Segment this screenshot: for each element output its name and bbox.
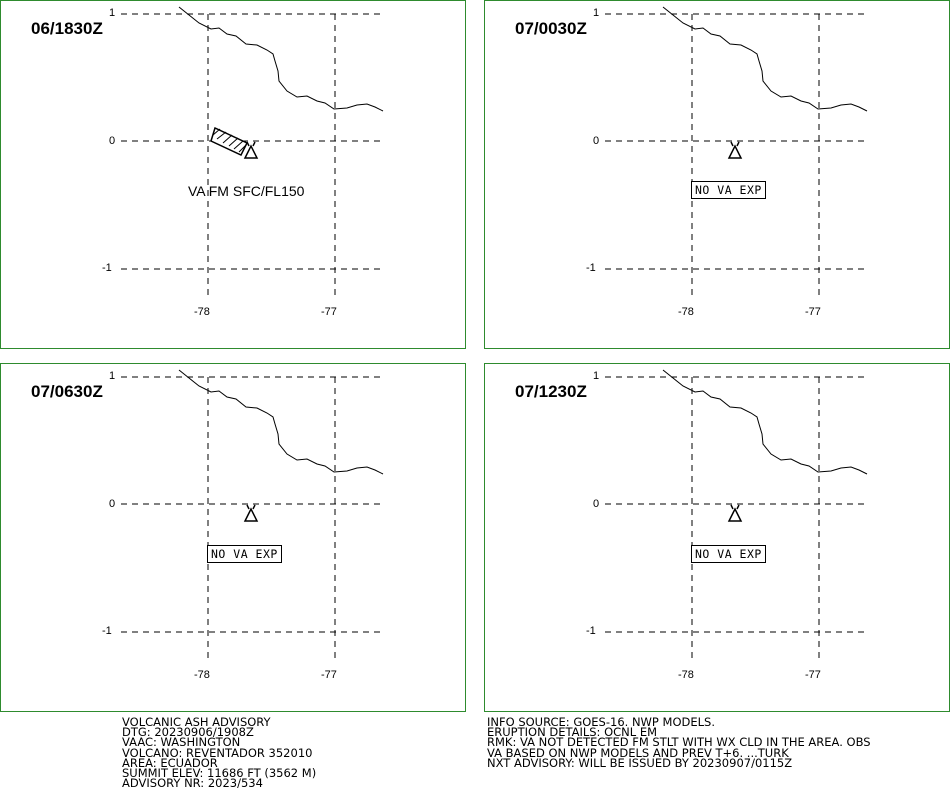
coastline (662, 6, 868, 112)
panel-time: 07/0630Z (31, 382, 103, 401)
volcano-icon (243, 141, 259, 159)
coastline (662, 369, 868, 475)
forecast-panel-1230z: 07/1230Z 1 0 -1 -78 -77 NO VA EXP (484, 363, 950, 712)
lon-label: -78 (678, 669, 694, 681)
volcano-icon (727, 141, 743, 159)
lon-label: -77 (321, 669, 337, 681)
forecast-panel-1830z: 06/1830Z 1 0 -1 -78 -77 VA FM SFC/FL150 (0, 0, 466, 349)
lat-label: 1 (109, 370, 116, 382)
lon-label: -78 (678, 306, 694, 318)
map-graphic (605, 6, 869, 299)
lon-label: -77 (805, 306, 821, 318)
lat-label: -1 (586, 262, 596, 274)
lon-label: -78 (194, 306, 210, 318)
no-ash-box: NO VA EXP (691, 181, 766, 199)
panel-time: 07/0030Z (515, 19, 587, 38)
advisory-header-left: VOLCANIC ASH ADVISORY DTG: 20230906/1908… (122, 715, 317, 791)
panel-time: 07/1230Z (515, 382, 587, 401)
advisory-line: RMK: VA NOT DETECTED FM STLT WITH WX CLD… (487, 735, 871, 750)
map-graphic (605, 369, 869, 662)
coastline (178, 6, 384, 112)
lat-label: 1 (593, 7, 600, 19)
volcano-icon (243, 504, 259, 522)
advisory-line: VAAC: WASHINGTON (122, 735, 241, 750)
advisory-line: INFO SOURCE: GOES-16. NWP MODELS. (487, 715, 715, 729)
advisory-line: AREA: ECUADOR (122, 755, 218, 770)
advisory-details-right: INFO SOURCE: GOES-16. NWP MODELS. ERUPTI… (487, 715, 871, 770)
coastline (178, 369, 384, 475)
lon-label: -77 (805, 669, 821, 681)
lat-label: 1 (593, 370, 600, 382)
map-graphic (121, 6, 385, 299)
lon-label: -78 (194, 669, 210, 681)
lat-label: -1 (102, 262, 112, 274)
advisory-line: VOLCANO: REVENTADOR 352010 (122, 745, 313, 760)
advisory-line: NXT ADVISORY: WILL BE ISSUED BY 20230907… (487, 755, 793, 770)
panel-time: 06/1830Z (31, 19, 103, 38)
lat-label: -1 (586, 625, 596, 637)
lat-label: 0 (593, 498, 600, 510)
advisory-line: ERUPTION DETAILS: OCNL EM (487, 725, 658, 740)
no-ash-box: NO VA EXP (691, 545, 766, 563)
lat-label: 0 (109, 498, 116, 510)
lat-label: 0 (593, 135, 600, 147)
no-ash-box: NO VA EXP (207, 545, 282, 563)
volcano-icon (727, 504, 743, 522)
ash-note: VA FM SFC/FL150 (188, 183, 305, 199)
advisory-line: VOLCANIC ASH ADVISORY (122, 715, 271, 729)
ash-cloud-arrow (210, 126, 249, 156)
map-graphic (121, 369, 385, 662)
lat-label: 1 (109, 7, 116, 19)
lat-label: -1 (102, 625, 112, 637)
advisory-line: SUMMIT ELEV: 11686 FT (3562 M) (122, 765, 317, 780)
advisory-line: ADVISORY NR: 2023/534 (122, 776, 263, 791)
advisory-line: VA BASED ON NWP MODELS AND PREV T+6. ...… (487, 745, 789, 760)
forecast-panel-0630z: 07/0630Z 1 0 -1 -78 -77 NO VA EXP (0, 363, 466, 712)
lat-label: 0 (109, 135, 116, 147)
lon-label: -77 (321, 306, 337, 318)
forecast-panel-0030z: 07/0030Z 1 0 -1 -78 -77 NO VA EXP (484, 0, 950, 349)
advisory-line: DTG: 20230906/1908Z (122, 725, 254, 740)
